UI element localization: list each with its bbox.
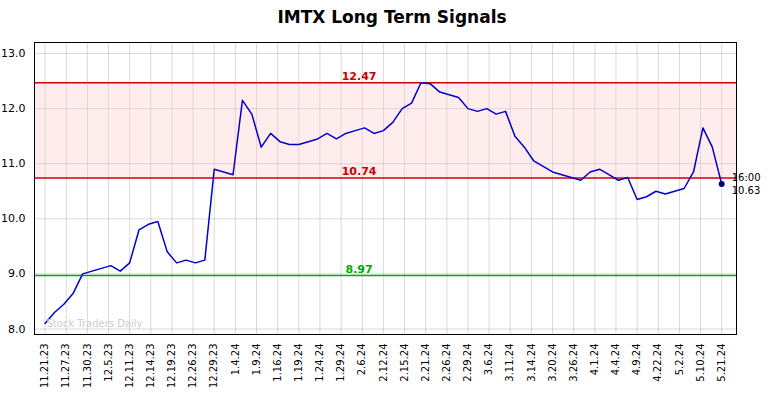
svg-text:12.47: 12.47 — [342, 70, 377, 83]
svg-text:3.26.24: 3.26.24 — [568, 344, 579, 382]
svg-text:3.14.24: 3.14.24 — [526, 344, 537, 382]
svg-text:12.11.23: 12.11.23 — [124, 344, 135, 389]
svg-text:4.1.24: 4.1.24 — [589, 344, 600, 376]
svg-text:10.0: 10.0 — [1, 212, 26, 225]
svg-text:2.15.24: 2.15.24 — [399, 344, 410, 382]
svg-text:1.16.24: 1.16.24 — [272, 344, 283, 382]
svg-text:3.6.24: 3.6.24 — [483, 344, 494, 376]
svg-text:3.11.24: 3.11.24 — [504, 344, 515, 382]
svg-text:4.22.24: 4.22.24 — [652, 344, 663, 382]
svg-text:Stock Traders Daily: Stock Traders Daily — [47, 318, 143, 329]
svg-text:4.9.24: 4.9.24 — [631, 344, 642, 376]
svg-text:10.63: 10.63 — [732, 185, 761, 196]
svg-text:16:00: 16:00 — [731, 172, 761, 184]
svg-text:3.20.24: 3.20.24 — [547, 344, 558, 382]
svg-text:11.21.23: 11.21.23 — [39, 344, 50, 389]
svg-text:11.27.23: 11.27.23 — [60, 344, 71, 389]
svg-text:5.2.24: 5.2.24 — [674, 344, 685, 376]
svg-text:1.29.24: 1.29.24 — [335, 344, 346, 382]
svg-text:5.21.24: 5.21.24 — [716, 344, 727, 382]
svg-text:2.6.24: 2.6.24 — [356, 344, 367, 376]
svg-text:1.19.24: 1.19.24 — [293, 344, 304, 382]
svg-text:12.19.23: 12.19.23 — [166, 344, 177, 389]
svg-text:2.26.24: 2.26.24 — [441, 344, 452, 382]
svg-text:1.24.24: 1.24.24 — [314, 344, 325, 382]
svg-text:9.0: 9.0 — [8, 267, 26, 280]
svg-text:2.12.24: 2.12.24 — [378, 344, 389, 382]
svg-text:12.14.23: 12.14.23 — [145, 344, 156, 389]
svg-text:5.10.24: 5.10.24 — [695, 344, 706, 382]
html-text:IMTX Long Term Signals: IMTX Long Term Signals — [277, 7, 507, 27]
svg-text:10.74: 10.74 — [342, 165, 377, 178]
svg-text:12.26.23: 12.26.23 — [187, 344, 198, 389]
svg-text:4.4.24: 4.4.24 — [610, 344, 621, 376]
svg-text:12.29.23: 12.29.23 — [208, 344, 219, 389]
svg-text:12.0: 12.0 — [1, 102, 26, 115]
svg-text:11.0: 11.0 — [1, 157, 26, 170]
svg-text:12.5.23: 12.5.23 — [103, 344, 114, 382]
svg-text:1.9.24: 1.9.24 — [251, 344, 262, 376]
svg-text:2.21.24: 2.21.24 — [420, 344, 431, 382]
svg-text:2.29.24: 2.29.24 — [462, 344, 473, 382]
svg-text:1.4.24: 1.4.24 — [230, 344, 241, 376]
svg-text:13.0: 13.0 — [1, 47, 26, 60]
svg-text:8.0: 8.0 — [8, 323, 26, 336]
svg-text:8.97: 8.97 — [345, 263, 372, 276]
svg-text:11.30.23: 11.30.23 — [82, 344, 93, 389]
